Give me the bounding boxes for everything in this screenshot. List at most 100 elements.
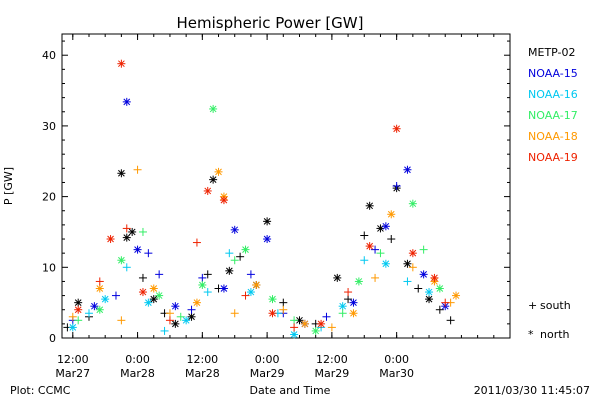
data-point-north xyxy=(435,284,444,293)
data-point-south xyxy=(360,256,369,265)
y-tick-label: 20 xyxy=(42,191,56,204)
data-point-south xyxy=(225,249,234,258)
data-point-north xyxy=(419,270,428,279)
data-point-north xyxy=(263,217,272,226)
data-point-south xyxy=(192,238,201,247)
legend-entry: NOAA-17 xyxy=(528,109,578,122)
data-point-south xyxy=(408,263,417,272)
data-point-south xyxy=(435,305,444,314)
series-noaa-18 xyxy=(68,165,461,332)
data-point-south xyxy=(344,295,353,304)
data-point-south xyxy=(290,316,299,325)
data-point-south xyxy=(446,316,455,325)
data-point-north xyxy=(133,245,142,254)
x-tick-label-time: 0:00 xyxy=(384,353,409,366)
legend-entry: NOAA-19 xyxy=(528,151,578,164)
y-axis-label: P [GW] xyxy=(2,167,15,205)
data-point-south xyxy=(230,309,239,318)
data-point-south xyxy=(279,305,288,314)
data-point-south xyxy=(338,309,347,318)
data-point-north xyxy=(149,284,158,293)
data-point-north xyxy=(452,291,461,300)
series-metp-02 xyxy=(63,169,455,332)
legend-entry: NOAA-15 xyxy=(528,67,578,80)
data-point-south xyxy=(279,298,288,307)
data-point-north xyxy=(311,326,320,335)
data-point-north xyxy=(338,302,347,311)
x-tick-label-time: 0:00 xyxy=(255,353,280,366)
data-point-south xyxy=(117,316,126,325)
legend-entry: METP-02 xyxy=(528,46,576,59)
data-point-south xyxy=(236,252,245,261)
data-point-north xyxy=(117,169,126,178)
data-point-south xyxy=(371,245,380,254)
data-point-north xyxy=(381,259,390,268)
data-point-south xyxy=(122,224,131,233)
data-point-south xyxy=(327,323,336,332)
y-tick-label: 10 xyxy=(42,261,56,274)
marker-legend-label: south xyxy=(540,299,571,312)
x-tick-label-date: Mar27 xyxy=(55,367,90,380)
data-point-north xyxy=(209,104,218,113)
data-point-north xyxy=(171,319,180,328)
x-tick-label-time: 0:00 xyxy=(125,353,150,366)
data-point-north xyxy=(365,201,374,210)
data-point-north xyxy=(138,288,147,297)
plot-frame xyxy=(61,33,511,339)
data-point-north xyxy=(95,284,104,293)
legend: METP-02 NOAA-15 NOAA-16 NOAA-17 NOAA-18 NOAA-… xyxy=(528,46,578,341)
data-point-north xyxy=(408,199,417,208)
data-point-north xyxy=(365,242,374,251)
data-point-north xyxy=(317,319,326,328)
data-point-north xyxy=(241,245,250,254)
data-point-north xyxy=(268,295,277,304)
axes: 01020304012:00Mar270:00Mar2812:00Mar280:… xyxy=(42,34,511,380)
data-point-south xyxy=(68,312,77,321)
data-point-south xyxy=(165,309,174,318)
data-point-north xyxy=(425,288,434,297)
data-point-north xyxy=(203,186,212,195)
data-point-south xyxy=(155,270,164,279)
data-point-north xyxy=(403,259,412,268)
marker-legend-south: + south xyxy=(528,299,571,312)
data-point-north xyxy=(225,266,234,275)
x-tick-label-date: Mar29 xyxy=(314,367,349,380)
data-point-north xyxy=(122,233,131,242)
data-point-south xyxy=(111,291,120,300)
series-noaa-17 xyxy=(74,104,444,335)
data-point-north xyxy=(219,196,228,205)
footer-timestamp: 2011/03/30 11:45:07 xyxy=(474,384,590,397)
data-point-south xyxy=(360,231,369,240)
data-point-north xyxy=(230,225,239,234)
data-point-north xyxy=(408,249,417,258)
data-point-north xyxy=(219,284,228,293)
data-point-north xyxy=(430,273,439,282)
x-axis-label: Date and Time xyxy=(250,384,331,397)
data-point-north xyxy=(214,167,223,176)
data-point-north xyxy=(68,323,77,332)
data-point-north xyxy=(387,210,396,219)
marker-legend-label: north xyxy=(540,328,570,341)
x-tick-label-time: 12:00 xyxy=(186,353,218,366)
data-point-south xyxy=(122,263,131,272)
x-tick-label-date: Mar30 xyxy=(379,367,414,380)
data-point-south xyxy=(165,316,174,325)
marker-legend-symbol: + xyxy=(528,299,537,312)
data-point-north xyxy=(122,97,131,106)
data-marks xyxy=(63,59,461,339)
data-point-south xyxy=(74,316,83,325)
data-point-north xyxy=(182,316,191,325)
data-point-north xyxy=(155,291,164,300)
data-point-north xyxy=(192,298,201,307)
data-point-north xyxy=(381,222,390,231)
data-point-south xyxy=(419,245,428,254)
data-point-north xyxy=(209,175,218,184)
chart-title: Hemispheric Power [GW] xyxy=(177,14,364,32)
data-point-north xyxy=(349,298,358,307)
data-point-south xyxy=(138,227,147,236)
data-point-south xyxy=(203,288,212,297)
data-point-north xyxy=(101,295,110,304)
data-point-south xyxy=(203,270,212,279)
data-point-north xyxy=(252,280,261,289)
data-point-south xyxy=(441,298,450,307)
